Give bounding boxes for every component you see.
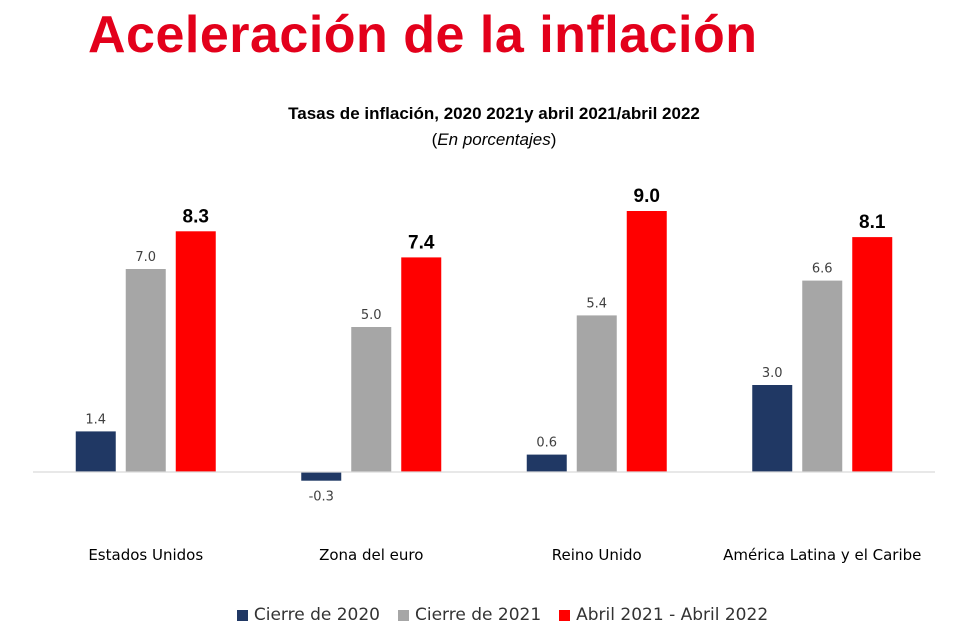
bar: [351, 327, 392, 472]
bar: [301, 472, 342, 481]
bar: [401, 257, 442, 472]
bar: [852, 237, 893, 472]
category-label: Estados Unidos: [88, 546, 203, 564]
bar: [125, 269, 166, 472]
bar: [526, 454, 567, 472]
legend-swatch: [559, 609, 571, 621]
legend-label: Cierre de 2020: [253, 605, 380, 625]
data-label: 7.0: [135, 250, 156, 265]
bar: [626, 211, 667, 472]
data-label: 8.1: [859, 212, 886, 233]
data-label: 3.0: [762, 366, 783, 381]
legend: Cierre de 2020 Cierre de 2021 Abril 2021…: [0, 605, 973, 625]
legend-swatch: [398, 609, 409, 621]
data-label: 9.0: [634, 186, 660, 207]
legend-label: Cierre de 2021: [415, 605, 542, 625]
data-label: 5.0: [361, 308, 382, 323]
chart-title: Tasas de inflación, 2020 2021y abril 202…: [288, 104, 700, 123]
bar: [75, 431, 116, 472]
legend-item-abril: Abril 2021 - Abril 2022: [559, 605, 768, 625]
data-label: 0.6: [536, 436, 557, 451]
chart-subtitle-text: En porcentajes: [437, 130, 551, 149]
legend-label: Abril 2021 - Abril 2022: [576, 605, 769, 625]
data-label: -0.3: [309, 490, 334, 505]
bar: [175, 231, 216, 472]
legend-item-cierre-2021: Cierre de 2021: [398, 605, 541, 625]
bar: [802, 280, 843, 472]
category-label: Reino Unido: [552, 546, 642, 564]
data-label: 1.4: [85, 412, 106, 427]
bar: [576, 315, 617, 472]
data-label: 7.4: [408, 232, 435, 253]
chart-subtitle: (En porcentajes): [431, 130, 557, 149]
category-label: América Latina y el Caribe: [723, 546, 921, 564]
data-label: 5.4: [586, 296, 607, 311]
category-label: Zona del euro: [319, 546, 423, 564]
data-label: 8.3: [183, 206, 209, 227]
data-label: 6.6: [812, 262, 833, 277]
bar: [752, 385, 793, 472]
page-title: Aceleración de la inflación: [88, 6, 758, 64]
legend-swatch: [236, 609, 248, 621]
legend-item-cierre-2020: Cierre de 2020: [236, 605, 380, 625]
